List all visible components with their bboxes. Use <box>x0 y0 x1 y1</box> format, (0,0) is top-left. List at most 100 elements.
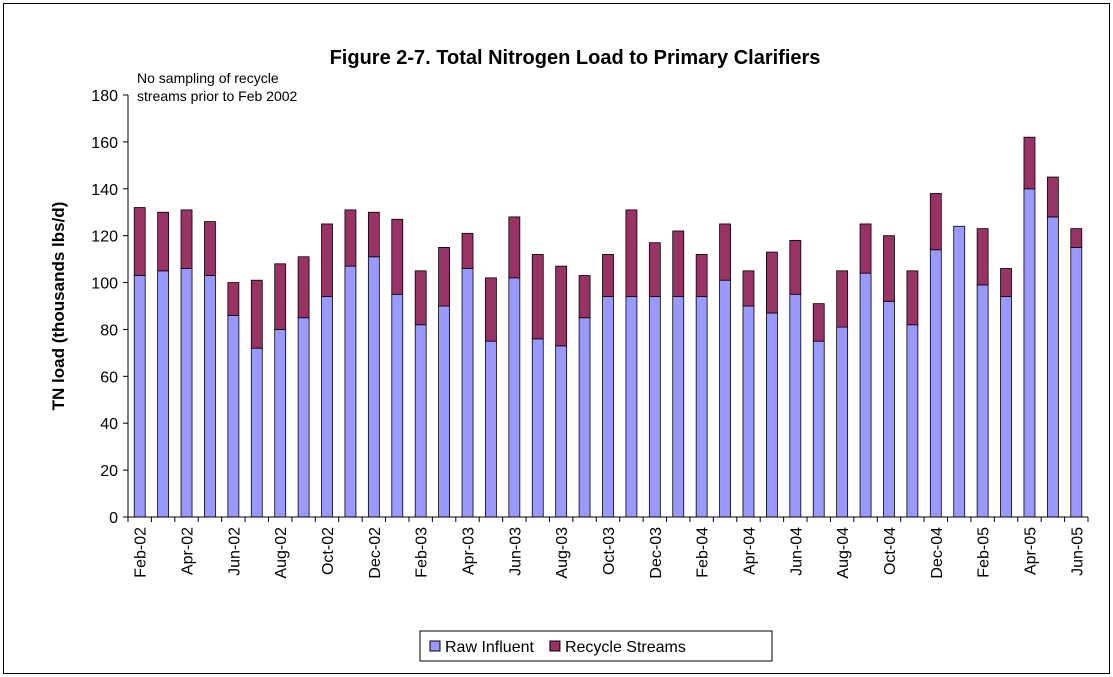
bar-segment <box>250 279 263 349</box>
bar-segment <box>157 211 170 272</box>
legend-swatch <box>429 640 441 652</box>
x-tick-label: Oct-03 <box>601 527 618 575</box>
x-tick-label: Apr-02 <box>180 527 197 575</box>
bar-segment <box>485 340 497 518</box>
bar-segment <box>742 270 755 307</box>
legend-label: Raw Influent <box>445 639 534 656</box>
legend-swatch <box>549 640 561 652</box>
bar-segment <box>976 228 989 286</box>
bar-segment <box>227 282 240 316</box>
bar-segment <box>204 221 216 276</box>
x-tick-label: Dec-02 <box>367 527 384 579</box>
bar-segment <box>625 296 638 518</box>
bar-segment <box>438 246 450 307</box>
bar-segment <box>812 303 825 342</box>
bar-segment <box>648 242 661 298</box>
bar-segment <box>391 218 404 295</box>
y-tick-label: 120 <box>91 229 118 246</box>
bar-segment <box>344 209 357 267</box>
bar-segment <box>719 223 731 281</box>
y-tick-label: 180 <box>91 88 118 105</box>
y-tick-label: 160 <box>91 135 118 152</box>
annotation: No sampling of recycle <box>137 70 279 86</box>
bar-segment <box>508 216 521 279</box>
legend-label: Recycle Streams <box>565 639 686 656</box>
x-tick-label: Oct-04 <box>882 527 899 575</box>
bar-segment <box>812 340 825 518</box>
bar-segment <box>227 314 240 518</box>
x-tick-label: Jun-05 <box>1069 527 1086 576</box>
bar-segment <box>719 279 731 518</box>
bar-segment <box>321 296 333 518</box>
bar-segment <box>836 326 849 518</box>
bar-segment <box>859 223 872 274</box>
x-tick-label: Feb-02 <box>133 527 150 578</box>
x-tick-label: Oct-02 <box>320 527 337 575</box>
bar-segment <box>180 209 193 269</box>
x-tick-label: Apr-03 <box>461 527 478 575</box>
x-tick-label: Apr-05 <box>1022 527 1039 575</box>
bar-segment <box>789 293 802 518</box>
bar-segment <box>1023 136 1036 190</box>
bar-segment <box>976 284 989 518</box>
bar-segment <box>836 270 849 328</box>
x-tick-label: Jun-03 <box>507 527 524 576</box>
bar-segment <box>695 296 708 518</box>
y-axis-label: TN load (thousands lbs/d) <box>49 202 68 411</box>
x-tick-label: Dec-03 <box>648 527 665 579</box>
y-tick-label: 100 <box>91 276 118 293</box>
x-tick-label: Feb-05 <box>976 527 993 578</box>
bar-segment <box>180 268 193 518</box>
bar-segment <box>672 296 685 518</box>
bar-segment <box>1070 246 1083 518</box>
y-tick-label: 20 <box>100 463 118 480</box>
x-tick-label: Feb-04 <box>695 527 712 578</box>
bar-segment <box>297 256 310 319</box>
bar-segment <box>1000 296 1012 518</box>
bar-segment <box>531 338 544 518</box>
x-tick-label: Aug-02 <box>273 527 290 579</box>
bar-segment <box>391 293 404 518</box>
bar-segment <box>929 193 942 251</box>
x-tick-label: Jun-02 <box>226 527 243 576</box>
bar-segment <box>1070 228 1083 248</box>
bar-segment <box>766 312 778 518</box>
chart-title: Figure 2-7. Total Nitrogen Load to Prima… <box>330 47 821 69</box>
bar-segment <box>672 230 685 298</box>
bar-segment <box>555 265 568 347</box>
bar-segment <box>274 263 287 330</box>
bar-segment <box>508 277 521 518</box>
y-tick-label: 0 <box>109 510 118 527</box>
bar-segment <box>1023 188 1036 518</box>
bar-segment <box>321 223 333 298</box>
bar-segment <box>578 317 591 518</box>
bar-segment <box>648 296 661 518</box>
legend-box <box>419 630 773 662</box>
bar-segment <box>414 324 427 518</box>
bar-segment <box>742 305 755 518</box>
x-tick-label: Jun-04 <box>788 527 805 576</box>
y-tick-label: 140 <box>91 182 118 199</box>
annotation: streams prior to Feb 2002 <box>137 88 298 104</box>
bar-segment <box>695 254 708 298</box>
x-tick-label: Apr-04 <box>741 527 758 575</box>
bar-segment <box>531 254 544 340</box>
bar-segment <box>929 249 942 518</box>
bar-segment <box>367 256 380 518</box>
bar-segment <box>297 317 310 518</box>
bar-segment <box>859 272 872 518</box>
bar-segment <box>555 345 568 518</box>
bar-segment <box>344 265 357 518</box>
bar-segment <box>789 239 802 295</box>
bar-segment <box>133 275 146 518</box>
bar-segment <box>157 270 170 518</box>
bar-segment <box>133 207 146 276</box>
bar-segment <box>953 225 966 518</box>
y-tick-label: 40 <box>100 416 118 433</box>
y-tick-label: 80 <box>100 322 118 339</box>
x-tick-label: Aug-03 <box>554 527 571 579</box>
bar-segment <box>602 254 614 298</box>
bar-segment <box>883 235 895 302</box>
bar-segment <box>602 296 614 518</box>
